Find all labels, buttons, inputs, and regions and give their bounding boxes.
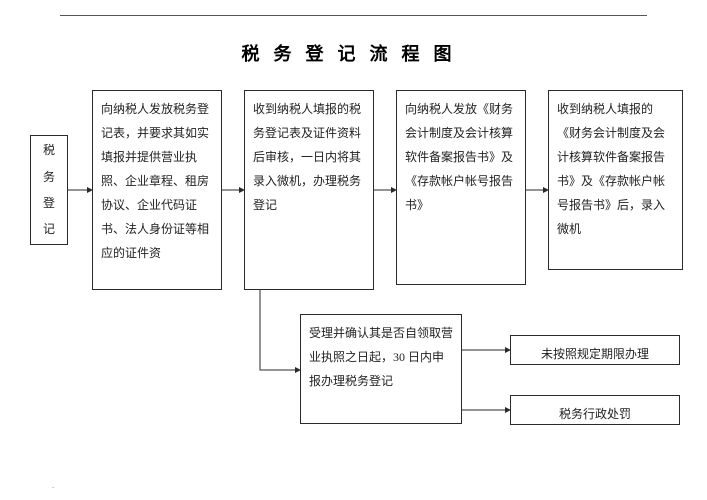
node-n5: 受理并确认其是否自领取营业执照之日起，30 日内申报办理税务登记 [300, 314, 462, 424]
vchar: 务 [43, 164, 55, 190]
node-start: 税务登记 [30, 135, 68, 245]
node-n3: 向纳税人发放《财务会计制度及会计核算软件备案报告书》及《存款帐户帐号报告书》 [396, 90, 526, 285]
node-n1: 向纳税人发放税务登记表，并要求其如实填报并提供营业执照、企业章程、租房协议、企业… [92, 90, 222, 290]
node-n4: 收到纳税人填报的《财务会计制度及会计核算软件备案报告书》及《存款帐户帐号报告书》… [548, 90, 683, 270]
edge-n2-n5 [260, 290, 300, 370]
node-n6: 未按照规定期限办理 [510, 335, 680, 365]
top-rule [60, 15, 647, 16]
vchar: 记 [43, 216, 55, 242]
vchar: 税 [43, 137, 55, 163]
page-title: 税务登记流程图 [0, 40, 707, 66]
node-n2: 收到纳税人填报的税务登记表及证件资料后审核，一日内将其录入微机，办理税务登记 [244, 90, 374, 290]
footer-mark: . [52, 480, 54, 490]
vchar: 登 [43, 190, 55, 216]
node-n7: 税务行政处罚 [510, 395, 680, 425]
